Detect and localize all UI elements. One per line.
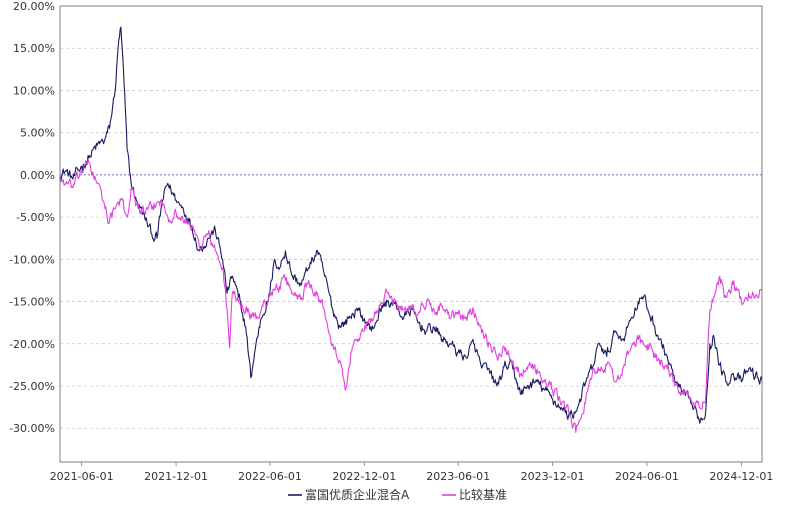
series-line xyxy=(59,26,763,424)
series-line xyxy=(59,158,763,433)
y-tick-label: -20.00% xyxy=(9,338,55,351)
y-tick-label: -15.00% xyxy=(9,296,55,309)
x-axis-tick-labels: 2021-06-01 2021-12-01 2022-06-01 2022-12-01… xyxy=(50,462,773,483)
y-tick-label: 20.00% xyxy=(13,0,55,13)
gridlines xyxy=(60,5,762,429)
legend-label: 比较基准 xyxy=(459,487,507,502)
x-tick-label: 2024-06-01 xyxy=(615,470,679,483)
y-tick-label: 5.00% xyxy=(20,127,55,140)
x-tick-label: 2023-12-01 xyxy=(521,470,585,483)
x-tick-label: 2023-06-01 xyxy=(426,470,490,483)
series-lines xyxy=(59,26,763,433)
x-tick-label: 2022-12-01 xyxy=(332,470,396,483)
x-tick-label: 2021-06-01 xyxy=(50,470,114,483)
x-tick-label: 2021-12-01 xyxy=(144,470,208,483)
legend: 富国优质企业混合A 比较基准 xyxy=(288,487,507,502)
y-tick-label: 15.00% xyxy=(13,42,55,55)
x-tick-label: 2024-12-01 xyxy=(709,470,773,483)
y-tick-label: 10.00% xyxy=(13,84,55,97)
plot-frame xyxy=(59,5,763,463)
y-tick-label: -10.00% xyxy=(9,253,55,266)
y-tick-label: 0.00% xyxy=(20,169,55,182)
y-tick-label: -25.00% xyxy=(9,380,55,393)
x-tick-label: 2022-06-01 xyxy=(238,470,302,483)
y-axis-tick-labels: 20.00% 15.00% 10.00% 5.00% 0.00% -5.00% -10.00… xyxy=(9,0,55,435)
legend-label: 富国优质企业混合A xyxy=(305,487,410,502)
y-tick-label: -30.00% xyxy=(9,422,55,435)
y-tick-label: -5.00% xyxy=(16,211,55,224)
